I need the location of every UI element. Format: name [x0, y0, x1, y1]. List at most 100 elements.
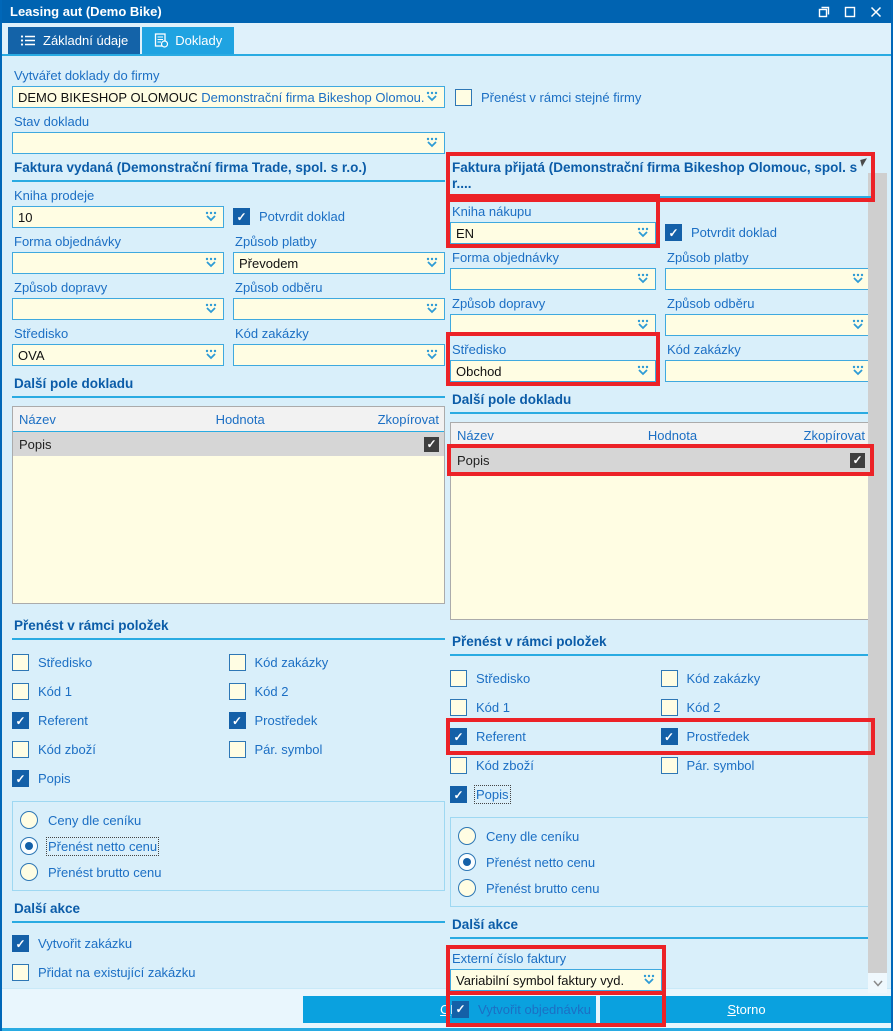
- firm-combo[interactable]: DEMO BIKESHOP OLOMOUC Demonstrační firma…: [12, 86, 445, 108]
- checkbox-label: Kód 2: [686, 700, 721, 715]
- kod-zakazky-combo[interactable]: [233, 344, 445, 366]
- column-zkopirovat[interactable]: Zkopírovat: [803, 427, 865, 443]
- right-transfer-grid: Středisko Kód zakázky Kód 1 Kód 2 Refere…: [446, 664, 875, 809]
- annotation-box-externi-cislo: Externí číslo faktury Variabilní symbol …: [446, 945, 666, 995]
- stredisko-combo[interactable]: Obchod: [450, 360, 656, 382]
- doc-state-combo[interactable]: [12, 132, 445, 154]
- checkbox-par-symbol[interactable]: [228, 741, 246, 758]
- checkbox-label: Přidat na existující zakázku: [38, 965, 196, 980]
- checkbox-kod-zakazky[interactable]: [660, 670, 678, 687]
- kniha-nakupu-combo[interactable]: EN: [450, 222, 656, 244]
- restore-button[interactable]: [817, 5, 831, 19]
- zpusob-platby-combo[interactable]: [665, 268, 871, 290]
- checkbox-vytvorit-objednavku[interactable]: [452, 1000, 469, 1018]
- dropdown-icon: [426, 91, 438, 102]
- dropdown-icon: [426, 349, 438, 360]
- scrollbar-track[interactable]: [868, 173, 887, 973]
- checkbox-pridat-zakazku[interactable]: [12, 964, 29, 981]
- radio-label: Přenést netto cenu: [45, 836, 160, 856]
- checkbox-stredisko[interactable]: [450, 670, 467, 687]
- dropdown-icon: [852, 319, 864, 330]
- zpusob-dopravy-combo[interactable]: [12, 298, 224, 320]
- zpusob-platby-combo[interactable]: Převodem: [233, 252, 445, 274]
- table-row-popis[interactable]: Popis: [13, 432, 444, 456]
- checkbox-label: Kód 2: [254, 684, 289, 699]
- radio-ceny-dle-ceniku[interactable]: [20, 811, 38, 829]
- checkbox-popis[interactable]: [450, 786, 467, 803]
- checkbox-label: Prostředek: [686, 729, 750, 744]
- checkbox-kod-2[interactable]: [228, 683, 246, 700]
- column-zkopirovat[interactable]: Zkopírovat: [377, 411, 439, 427]
- pridat-zakazku-row: Přidat na existující zakázku: [12, 964, 445, 981]
- checkbox-kod-1[interactable]: [450, 699, 467, 716]
- left-extra-fields-header: Další pole dokladu: [12, 372, 445, 398]
- row-copy-checkbox[interactable]: [423, 436, 439, 452]
- checkbox-prostredek[interactable]: [228, 712, 246, 729]
- stredisko-combo[interactable]: OVA: [12, 344, 224, 366]
- column-nazev[interactable]: Název: [19, 411, 56, 427]
- potvrdit-doklad-label: Potvrdit doklad: [691, 225, 777, 240]
- title-bar: Leasing aut (Demo Bike): [2, 0, 891, 23]
- checkbox-stredisko[interactable]: [12, 654, 29, 671]
- table-row-popis[interactable]: Popis: [451, 448, 870, 472]
- stredisko-label: Středisko: [452, 342, 507, 357]
- tab-doklady[interactable]: Doklady: [142, 27, 235, 54]
- column-nazev[interactable]: Název: [457, 427, 494, 443]
- column-hodnota[interactable]: Hodnota: [215, 411, 265, 427]
- forma-objednavky-combo[interactable]: [12, 252, 224, 274]
- checkbox-kod-zbozi[interactable]: [12, 741, 29, 758]
- externi-cislo-combo[interactable]: Variabilní symbol faktury vyd.: [450, 969, 662, 991]
- storno-button[interactable]: Storno: [600, 996, 891, 1023]
- checkbox-referent[interactable]: [12, 712, 29, 729]
- left-transfer-grid: Středisko Kód zakázky Kód 1 Kód 2 Refere…: [12, 648, 445, 793]
- maximize-icon: [844, 6, 856, 17]
- vytvorit-zakazku-row: Vytvořit zakázku: [12, 935, 445, 952]
- left-transfer-header: Přenést v rámci položek: [12, 614, 445, 640]
- radio-prenest-brutto[interactable]: [458, 879, 476, 897]
- right-actions-header: Další akce: [450, 913, 871, 939]
- radio-ceny-dle-ceniku[interactable]: [458, 827, 476, 845]
- radio-prenest-netto[interactable]: [458, 853, 476, 871]
- kniha-prodeje-combo[interactable]: 10: [12, 206, 224, 228]
- right-transfer-header: Přenést v rámci položek: [450, 630, 871, 656]
- checkbox-label: Kód zakázky: [254, 655, 329, 670]
- zpusob-odberu-label: Způsob odběru: [667, 296, 755, 311]
- checkbox-par-symbol[interactable]: [660, 757, 678, 774]
- window-controls: [817, 5, 883, 19]
- close-button[interactable]: [869, 5, 883, 19]
- tab-zakladni-udaje[interactable]: Základní údaje: [8, 27, 141, 54]
- checkbox-kod-zbozi[interactable]: [450, 757, 467, 774]
- same-firm-checkbox[interactable]: [455, 88, 472, 106]
- checkbox-kod-zakazky[interactable]: [228, 654, 246, 671]
- checkbox-kod-1[interactable]: [12, 683, 29, 700]
- maximize-button[interactable]: [843, 5, 857, 19]
- checkbox-label: Kód 1: [38, 684, 72, 699]
- potvrdit-doklad-checkbox[interactable]: [233, 208, 250, 225]
- restore-icon: [818, 6, 830, 17]
- externi-cislo-label: Externí číslo faktury: [452, 951, 567, 966]
- kod-zakazky-combo[interactable]: [665, 360, 871, 382]
- vertical-scrollbar[interactable]: [868, 173, 887, 993]
- kniha-nakupu-value: EN: [456, 225, 475, 241]
- scrollbar-down-button[interactable]: [868, 973, 887, 993]
- checkbox-referent[interactable]: [450, 728, 467, 745]
- checkbox-vytvorit-zakazku[interactable]: [12, 935, 29, 952]
- checkbox-label: Pár. symbol: [254, 742, 323, 757]
- zpusob-odberu-combo[interactable]: [665, 314, 871, 336]
- radio-prenest-brutto[interactable]: [20, 863, 38, 881]
- dropdown-icon: [426, 257, 438, 268]
- forma-objednavky-combo[interactable]: [450, 268, 656, 290]
- row-copy-checkbox[interactable]: [849, 452, 865, 468]
- zpusob-odberu-combo[interactable]: [233, 298, 445, 320]
- checkbox-popis[interactable]: [12, 770, 29, 787]
- checkbox-label: Kód zakázky: [686, 671, 761, 686]
- dropdown-icon: [205, 211, 217, 222]
- radio-prenest-netto[interactable]: [20, 837, 38, 855]
- checkbox-label: Kód zboží: [38, 742, 96, 757]
- potvrdit-doklad-checkbox[interactable]: [665, 224, 682, 241]
- column-hodnota[interactable]: Hodnota: [647, 427, 698, 443]
- checkbox-prostredek[interactable]: [660, 728, 678, 745]
- checkbox-kod-2[interactable]: [660, 699, 678, 716]
- bottom-accent-bar: [2, 1028, 891, 1031]
